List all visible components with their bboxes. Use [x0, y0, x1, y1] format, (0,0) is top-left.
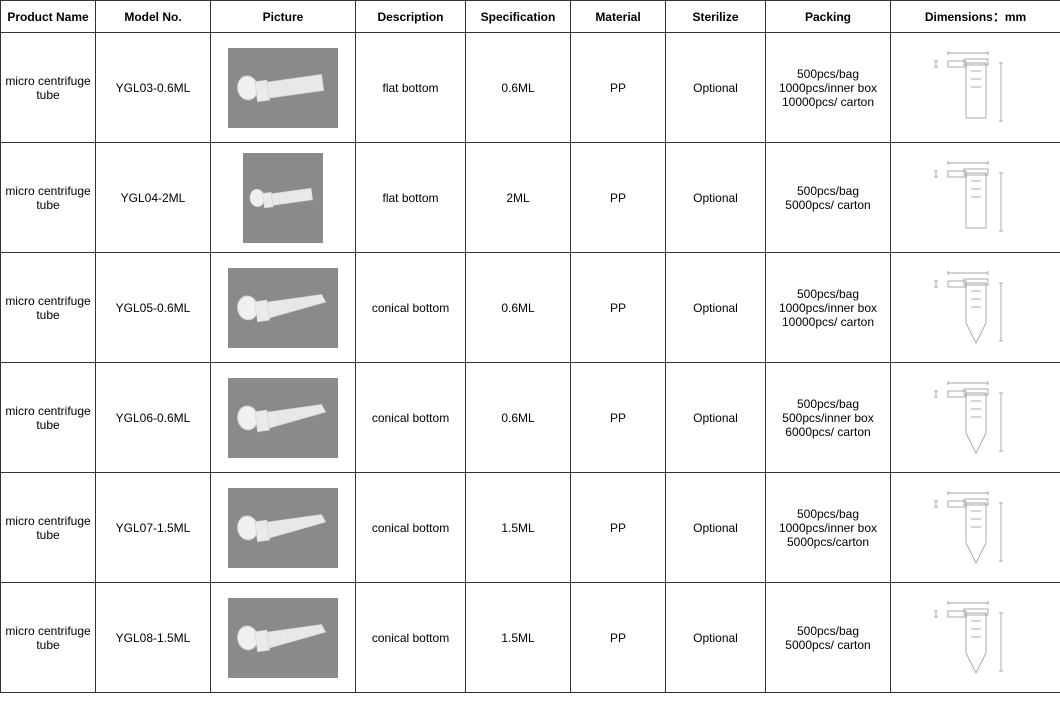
- cell-model: YGL05-0.6ML: [96, 253, 211, 363]
- cell-packing: 500pcs/bag 500pcs/inner box 6000pcs/ car…: [766, 363, 891, 473]
- header-description: Description: [356, 1, 466, 33]
- cell-specification: 1.5ML: [466, 473, 571, 583]
- product-photo: [228, 48, 338, 128]
- cell-model: YGL08-1.5ML: [96, 583, 211, 693]
- cell-packing: 500pcs/bag 1000pcs/inner box 10000pcs/ c…: [766, 33, 891, 143]
- cell-description: conical bottom: [356, 363, 466, 473]
- cell-material: PP: [571, 253, 666, 363]
- cell-picture: [211, 473, 356, 583]
- cell-specification: 0.6ML: [466, 33, 571, 143]
- dimension-drawing: [906, 153, 1046, 243]
- header-dimensions: Dimensions：mm: [891, 1, 1060, 33]
- dimension-drawing: [906, 263, 1046, 353]
- cell-material: PP: [571, 363, 666, 473]
- dimension-drawing: [906, 43, 1046, 133]
- cell-material: PP: [571, 583, 666, 693]
- cell-product: micro centrifuge tube: [1, 473, 96, 583]
- cell-packing: 500pcs/bag 5000pcs/ carton: [766, 583, 891, 693]
- cell-model: YGL07-1.5ML: [96, 473, 211, 583]
- product-table: Product Name Model No. Picture Descripti…: [0, 0, 1060, 693]
- table-row: micro centrifuge tubeYGL06-0.6ML conical…: [1, 363, 1060, 473]
- cell-sterilize: Optional: [666, 583, 766, 693]
- cell-sterilize: Optional: [666, 363, 766, 473]
- product-photo: [243, 153, 323, 243]
- header-specification: Specification: [466, 1, 571, 33]
- cell-model: YGL06-0.6ML: [96, 363, 211, 473]
- cell-specification: 1.5ML: [466, 583, 571, 693]
- cell-packing: 500pcs/bag 1000pcs/inner box 5000pcs/car…: [766, 473, 891, 583]
- cell-dimensions: [891, 583, 1060, 693]
- cell-dimensions: [891, 253, 1060, 363]
- product-photo: [228, 268, 338, 348]
- header-packing: Packing: [766, 1, 891, 33]
- cell-picture: [211, 363, 356, 473]
- cell-sterilize: Optional: [666, 33, 766, 143]
- cell-product: micro centrifuge tube: [1, 363, 96, 473]
- cell-dimensions: [891, 143, 1060, 253]
- header-product: Product Name: [1, 1, 96, 33]
- product-photo: [228, 598, 338, 678]
- cell-model: YGL04-2ML: [96, 143, 211, 253]
- cell-material: PP: [571, 33, 666, 143]
- dimension-drawing: [906, 373, 1046, 463]
- header-model: Model No.: [96, 1, 211, 33]
- cell-dimensions: [891, 363, 1060, 473]
- cell-description: conical bottom: [356, 253, 466, 363]
- table-row: micro centrifuge tubeYGL07-1.5ML conical…: [1, 473, 1060, 583]
- cell-model: YGL03-0.6ML: [96, 33, 211, 143]
- cell-dimensions: [891, 473, 1060, 583]
- cell-description: flat bottom: [356, 143, 466, 253]
- cell-product: micro centrifuge tube: [1, 583, 96, 693]
- dimension-drawing: [906, 483, 1046, 573]
- header-picture: Picture: [211, 1, 356, 33]
- table-row: micro centrifuge tubeYGL05-0.6ML conical…: [1, 253, 1060, 363]
- cell-specification: 0.6ML: [466, 253, 571, 363]
- header-material: Material: [571, 1, 666, 33]
- dimension-drawing: [906, 593, 1046, 683]
- cell-packing: 500pcs/bag 1000pcs/inner box 10000pcs/ c…: [766, 253, 891, 363]
- cell-description: conical bottom: [356, 473, 466, 583]
- cell-product: micro centrifuge tube: [1, 253, 96, 363]
- header-row: Product Name Model No. Picture Descripti…: [1, 1, 1060, 33]
- cell-description: conical bottom: [356, 583, 466, 693]
- header-sterilize: Sterilize: [666, 1, 766, 33]
- cell-product: micro centrifuge tube: [1, 143, 96, 253]
- product-photo: [228, 378, 338, 458]
- cell-description: flat bottom: [356, 33, 466, 143]
- cell-specification: 2ML: [466, 143, 571, 253]
- cell-picture: [211, 253, 356, 363]
- cell-packing: 500pcs/bag 5000pcs/ carton: [766, 143, 891, 253]
- cell-material: PP: [571, 473, 666, 583]
- cell-picture: [211, 583, 356, 693]
- product-photo: [228, 488, 338, 568]
- cell-picture: [211, 143, 356, 253]
- cell-specification: 0.6ML: [466, 363, 571, 473]
- table-row: micro centrifuge tubeYGL03-0.6ML flat bo…: [1, 33, 1060, 143]
- cell-sterilize: Optional: [666, 473, 766, 583]
- cell-dimensions: [891, 33, 1060, 143]
- table-row: micro centrifuge tubeYGL04-2ML flat bott…: [1, 143, 1060, 253]
- cell-product: micro centrifuge tube: [1, 33, 96, 143]
- table-row: micro centrifuge tubeYGL08-1.5ML conical…: [1, 583, 1060, 693]
- cell-picture: [211, 33, 356, 143]
- cell-material: PP: [571, 143, 666, 253]
- cell-sterilize: Optional: [666, 143, 766, 253]
- cell-sterilize: Optional: [666, 253, 766, 363]
